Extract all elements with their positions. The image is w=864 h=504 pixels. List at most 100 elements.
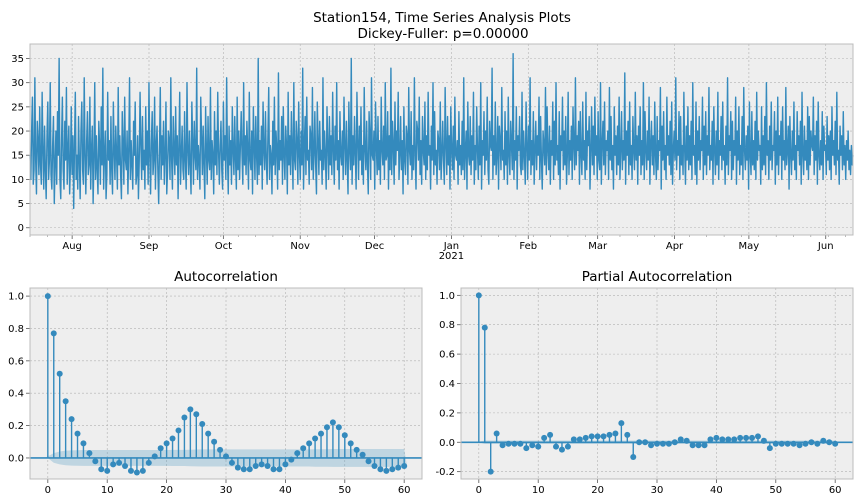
pacf-point (737, 434, 744, 441)
acf-point (341, 432, 348, 439)
pacf-point (582, 434, 589, 441)
acf-point (240, 466, 247, 473)
pacf-border (460, 287, 854, 480)
pacf-point (701, 442, 708, 449)
acf-point (217, 446, 224, 453)
pacf-point (481, 324, 488, 331)
acf-point (205, 430, 212, 437)
acf-point (116, 459, 123, 466)
pacf-point (659, 440, 666, 447)
acf-point (377, 466, 384, 473)
pacf-point (475, 292, 482, 299)
acf-point (80, 440, 87, 447)
pacf-ytick-label: 0.6 (439, 350, 455, 361)
pacf-point (594, 433, 601, 440)
acf-xtick-label: 60 (398, 485, 411, 496)
pacf-ytick-label: -0.2 (435, 467, 455, 478)
pacf-point (671, 439, 678, 446)
pacf-point (576, 436, 583, 443)
pacf-point (754, 433, 761, 440)
acf-xtick-label: 30 (220, 485, 233, 496)
acf-point (127, 467, 134, 474)
pacf-point (630, 453, 637, 460)
acf-point (157, 445, 164, 452)
pacf-point (624, 431, 631, 438)
acf-ytick-label: 0.8 (8, 324, 24, 335)
acf-title: Autocorrelation (174, 269, 278, 285)
pacf-point (826, 439, 833, 446)
pacf-point (766, 445, 773, 452)
pacf-xtick-label: 50 (769, 485, 782, 496)
ts-series-line (29, 52, 854, 210)
pacf-point (808, 439, 815, 446)
acf-point (122, 463, 129, 470)
acf-point (347, 440, 354, 447)
ts-xtick-label: Jan (443, 241, 459, 252)
acf-point (306, 440, 313, 447)
acf-point (175, 427, 182, 434)
acf-point (139, 467, 146, 474)
acf-point (300, 445, 307, 452)
acf-ytick-label: 0.6 (8, 356, 24, 367)
acf-point (389, 466, 396, 473)
pacf-point (832, 440, 839, 447)
ts-border (29, 43, 854, 236)
pacf-point (523, 445, 530, 452)
acf-point (56, 370, 63, 377)
ts-xtick-label: Dec (365, 241, 384, 252)
pacf-point (654, 440, 660, 447)
acf-point (252, 463, 259, 470)
ts-ytick-label: 15 (11, 151, 24, 162)
pacf-point (547, 431, 554, 438)
ts-ytick-label: 0 (18, 223, 24, 234)
pacf-xtick-label: 0 (476, 485, 482, 496)
pacf-point (802, 440, 809, 447)
acf-point (353, 446, 360, 453)
pacf-point (683, 437, 690, 444)
acf-point (68, 416, 75, 423)
ts-xtick-label: Oct (215, 241, 232, 252)
acf-point (359, 451, 366, 458)
pacf-point (636, 439, 643, 446)
pacf-point (707, 436, 714, 443)
pacf-point (814, 440, 821, 447)
acf-point (335, 424, 342, 431)
pacf-point (731, 436, 738, 443)
pacf-point (493, 430, 500, 437)
pacf-point (719, 436, 726, 443)
pacf-point (648, 442, 655, 449)
pacf-point (558, 446, 565, 453)
acf-point (228, 459, 235, 466)
acf-point (86, 450, 93, 457)
pacf-point (505, 440, 512, 447)
acf-xtick-label: 40 (279, 485, 292, 496)
pacf-xtick-label: 20 (591, 485, 604, 496)
acf-point (234, 464, 241, 471)
ts-ytick-label: 35 (11, 54, 24, 65)
acf-point (329, 419, 336, 426)
acf-point (187, 406, 194, 413)
acf-point (282, 461, 289, 468)
pacf-point (820, 437, 827, 444)
pacf-point (541, 434, 548, 441)
pacf-point (606, 431, 613, 438)
pacf-point (772, 440, 779, 447)
acf-point (62, 398, 69, 405)
pacf-xtick-label: 60 (829, 485, 842, 496)
autocorrelation-axes: 0 10 20 30 40 50 60 0.0 0.2 0.4 0.6 0.8 1.0 Autocorre… (8, 269, 423, 496)
pacf-point (535, 443, 542, 450)
ts-ytick-label: 25 (11, 102, 24, 113)
pacf-point (529, 442, 536, 449)
acf-point (44, 293, 51, 300)
pacf-point (760, 437, 767, 444)
acf-point (323, 424, 330, 431)
acf-point (318, 430, 325, 437)
pacf-title: Partial Autocorrelation (582, 269, 733, 285)
pacf-ytick-label: 0.2 (439, 408, 455, 419)
acf-xtick-label: 50 (338, 485, 351, 496)
pacf-point (695, 442, 702, 449)
acf-point (270, 466, 277, 473)
ts-xtick-label: May (739, 241, 760, 252)
